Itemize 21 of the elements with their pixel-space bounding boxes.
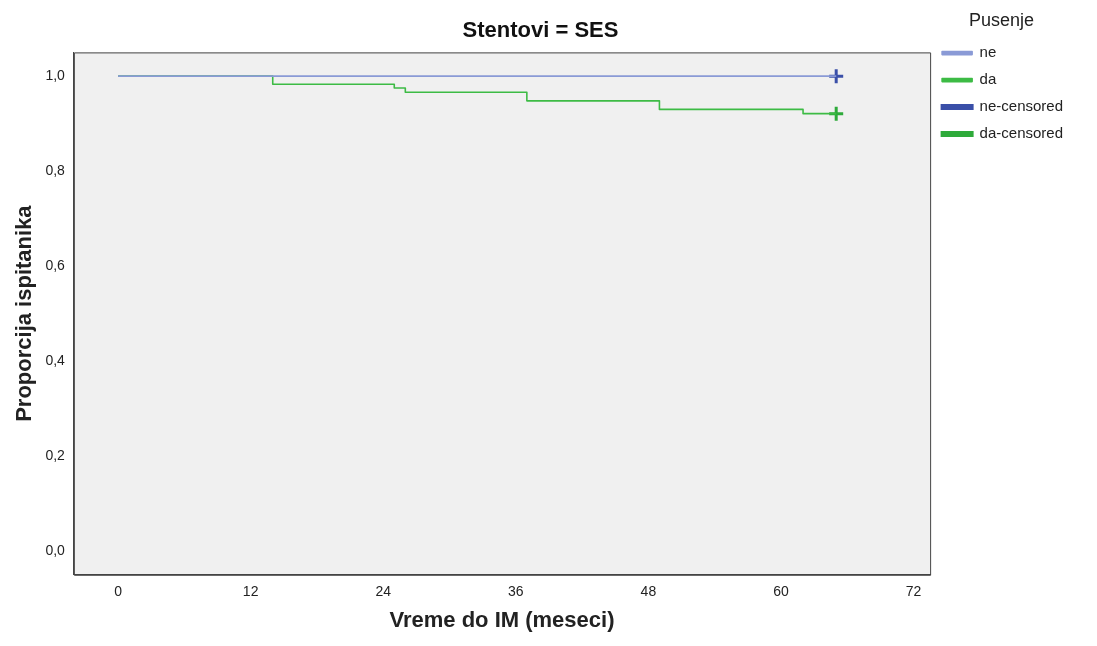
y-tick-label: 0,6 [45,256,66,273]
y-tick-label: 1,0 [45,67,66,83]
x-tick-label: 0 [114,583,123,600]
legend-label: ne [979,43,997,61]
x-tick-label: 72 [905,583,922,600]
y-axis-title: Proporcija ispitanika [11,204,37,422]
legend-label: ne-censored [979,97,1063,115]
x-tick-label: 24 [375,583,392,600]
x-axis-title: Vreme do IM (meseci) [389,606,615,632]
x-tick-label: 36 [508,583,524,600]
legend-label: da [979,70,997,88]
legend-title: Pusenje [969,9,1035,30]
x-tick-label: 60 [773,583,789,600]
y-tick-label: 0,4 [45,351,66,368]
y-tick-label: 0,2 [45,446,66,463]
y-tick-label: 0,0 [45,541,66,558]
chart-title: Stentovi = SES [462,17,619,43]
legend-label: da-censored [979,124,1063,142]
x-tick-label: 12 [242,583,259,600]
y-tick-label: 0,8 [45,161,66,178]
x-tick-label: 48 [640,583,657,600]
